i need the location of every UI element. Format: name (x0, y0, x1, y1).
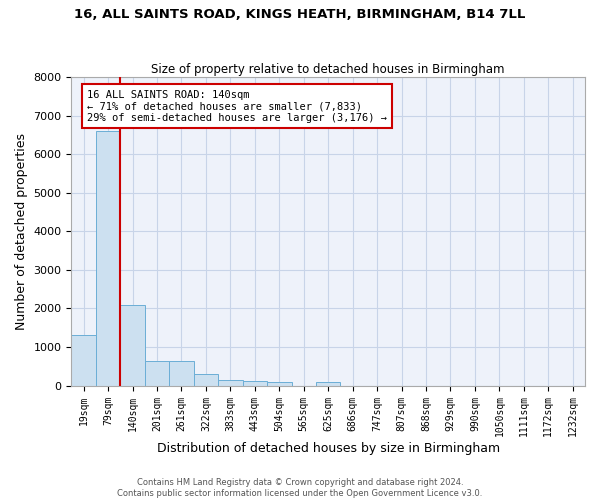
Bar (71, 336, 96, 386)
Bar (194, 374, 218, 386)
Bar (121, 304, 145, 386)
Bar (145, 360, 169, 386)
Title: Size of property relative to detached houses in Birmingham: Size of property relative to detached ho… (151, 63, 505, 76)
Text: 16 ALL SAINTS ROAD: 140sqm
← 71% of detached houses are smaller (7,833)
29% of s: 16 ALL SAINTS ROAD: 140sqm ← 71% of deta… (87, 90, 387, 122)
Bar (218, 380, 242, 386)
X-axis label: Distribution of detached houses by size in Birmingham: Distribution of detached houses by size … (157, 442, 500, 455)
Text: Contains HM Land Registry data © Crown copyright and database right 2024.
Contai: Contains HM Land Registry data © Crown c… (118, 478, 482, 498)
Bar (316, 382, 340, 386)
Bar (96, 131, 121, 386)
Text: 16, ALL SAINTS ROAD, KINGS HEATH, BIRMINGHAM, B14 7LL: 16, ALL SAINTS ROAD, KINGS HEATH, BIRMIN… (74, 8, 526, 20)
Bar (169, 360, 194, 386)
Bar (242, 382, 267, 386)
Bar (267, 382, 292, 386)
Y-axis label: Number of detached properties: Number of detached properties (15, 133, 28, 330)
